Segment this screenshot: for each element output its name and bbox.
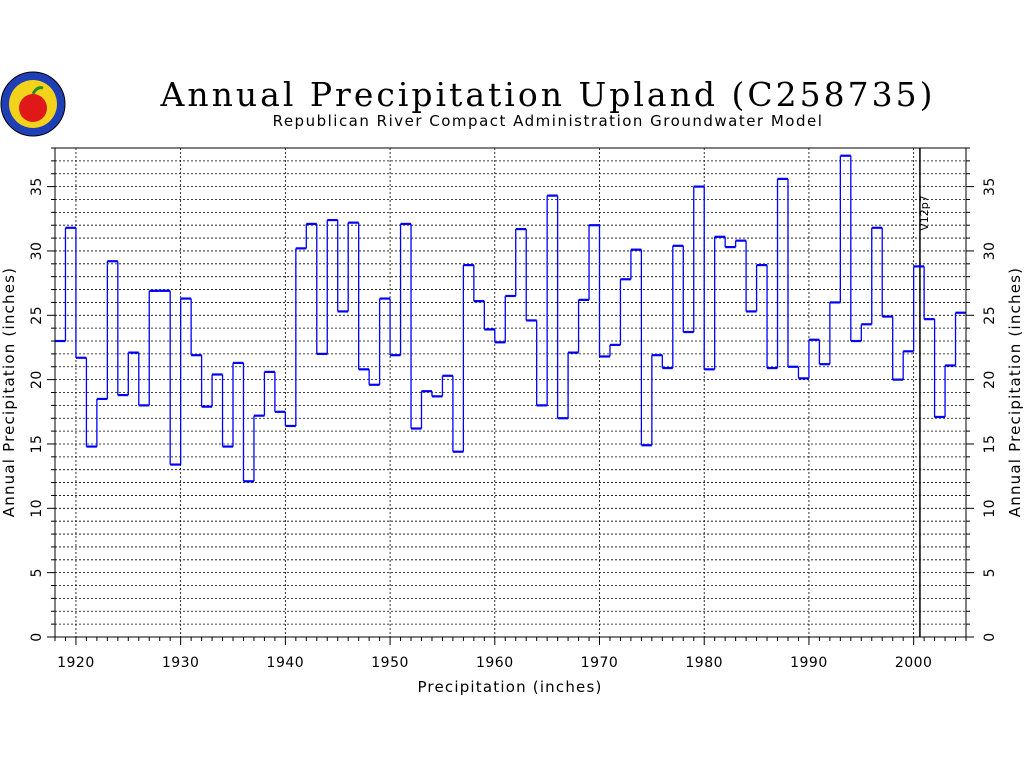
x-tick-label: 1920 xyxy=(57,655,95,671)
y-axis-label-left: Annual Precipitation (inches) xyxy=(0,267,18,517)
x-tick-label: 1930 xyxy=(162,655,200,671)
x-tick-label: 1940 xyxy=(267,655,305,671)
y-tick-label-right: 10 xyxy=(982,499,998,518)
x-tick-label: 1980 xyxy=(685,655,723,671)
y-tick-label-right: 30 xyxy=(982,242,998,261)
grid xyxy=(55,148,966,637)
marker-annotation: V12p7 xyxy=(918,195,931,231)
plot-frame xyxy=(54,147,967,638)
y-tick-label-right: 5 xyxy=(982,568,998,577)
y-tick-label-right: 20 xyxy=(982,370,998,389)
y-tick-label-left: 15 xyxy=(29,435,45,454)
x-tick-label: 2000 xyxy=(895,655,933,671)
y-tick-label-left: 25 xyxy=(29,306,45,325)
logo xyxy=(0,71,66,137)
x-tick-label: 1970 xyxy=(581,655,619,671)
y-tick-label-left: 0 xyxy=(29,632,45,641)
series xyxy=(55,154,966,483)
y-tick-label-right: 35 xyxy=(982,177,998,196)
chart-subtitle: Republican River Compact Administration … xyxy=(273,112,824,130)
x-tick-label: 1950 xyxy=(371,655,409,671)
x-tick-label: 1990 xyxy=(790,655,828,671)
y-tick-label-left: 30 xyxy=(29,242,45,261)
x-axis-label: Precipitation (inches) xyxy=(417,678,602,696)
y-tick-label-right: 15 xyxy=(982,435,998,454)
y-tick-label-left: 20 xyxy=(29,370,45,389)
y-tick-label-right: 0 xyxy=(982,632,998,641)
y-tick-label-left: 10 xyxy=(29,499,45,518)
y-tick-label-right: 25 xyxy=(982,306,998,325)
y-axis-label-right: Annual Precipitation (inches) xyxy=(1006,267,1024,517)
chart-title: Annual Precipitation Upland (C258735) xyxy=(160,75,936,114)
y-tick-label-left: 35 xyxy=(29,177,45,196)
x-tick-label: 1960 xyxy=(476,655,514,671)
y-tick-label-left: 5 xyxy=(29,568,45,577)
axis-ticks: 1920 1930 1940 1950 1960 1970 1980 1990 2000 0 0 5 5… xyxy=(29,147,998,671)
